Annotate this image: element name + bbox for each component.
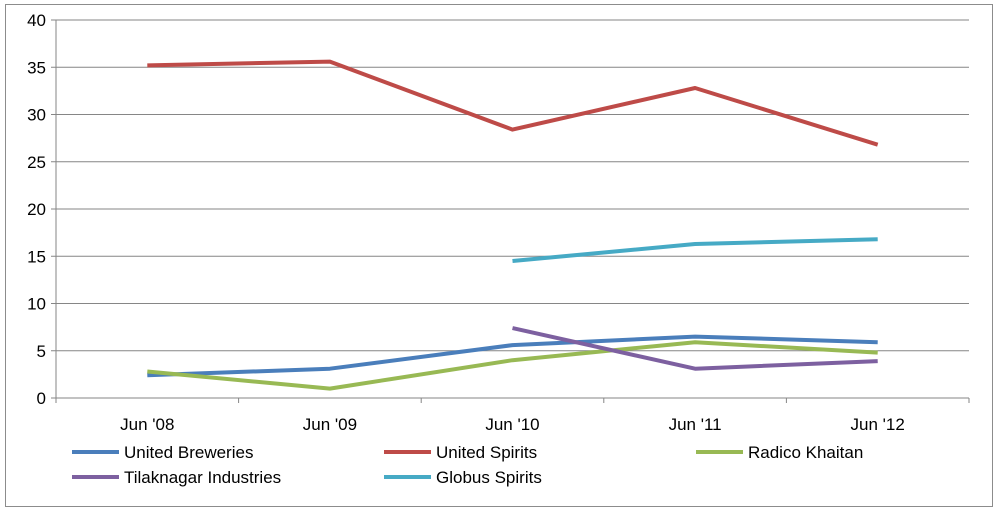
y-tick-label: 30 — [27, 106, 46, 125]
legend-label: Tilaknagar Industries — [124, 468, 281, 487]
y-tick-label: 15 — [27, 247, 46, 266]
grid-layer — [56, 19, 969, 352]
legend-label: United Spirits — [436, 443, 537, 462]
legend-item-globus-spirits: Globus Spirits — [384, 468, 542, 487]
x-tick-label: Jun '08 — [120, 415, 174, 434]
y-tick-label: 0 — [37, 389, 46, 408]
series-line-united-spirits — [147, 59, 879, 147]
axis-layer: 0 5 10 15 20 25 30 35 40 Jun '08 Jun '09 Jun '10 Jun… — [27, 11, 970, 434]
series-line-tilaknagar-industries — [512, 326, 878, 371]
series-layer — [147, 59, 879, 391]
x-tick-label: Jun '10 — [485, 415, 539, 434]
x-tick-label: Jun '09 — [303, 415, 357, 434]
legend-label: United Breweries — [124, 443, 253, 462]
legend-item-united-breweries: United Breweries — [72, 443, 253, 462]
series-line-globus-spirits — [512, 237, 878, 263]
series-line-united-breweries — [147, 334, 878, 378]
y-tick-label: 25 — [27, 153, 46, 172]
y-tick-label: 40 — [27, 11, 46, 30]
y-tick-label: 5 — [37, 342, 46, 361]
legend-label: Radico Khaitan — [748, 443, 863, 462]
y-tick-label: 35 — [27, 58, 46, 77]
series-line-radico-khaitan — [147, 340, 878, 391]
legend-item-radico-khaitan: Radico Khaitan — [696, 443, 863, 462]
chart-frame: 0 5 10 15 20 25 30 35 40 Jun '08 Jun '09 Jun '10 Jun… — [5, 4, 993, 507]
y-tick-label: 10 — [27, 295, 46, 314]
legend-item-tilaknagar-industries: Tilaknagar Industries — [72, 468, 281, 487]
x-tick-label: Jun '12 — [851, 415, 905, 434]
y-tick-label: 20 — [27, 200, 46, 219]
legend-item-united-spirits: United Spirits — [384, 443, 537, 462]
x-tick-label: Jun '11 — [669, 415, 722, 434]
legend: United Breweries United Spirits Radico Kha… — [72, 443, 863, 487]
line-chart: 0 5 10 15 20 25 30 35 40 Jun '08 Jun '09 Jun '10 Jun… — [27, 11, 970, 487]
legend-label: Globus Spirits — [436, 468, 542, 487]
